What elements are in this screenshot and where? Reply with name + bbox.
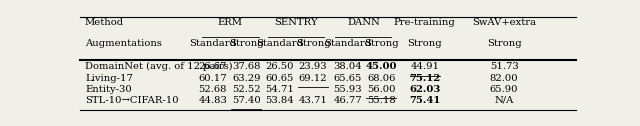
Text: 60.65: 60.65 [266, 74, 294, 83]
Text: 55.93: 55.93 [333, 85, 362, 94]
Text: 26.67: 26.67 [199, 62, 227, 71]
Text: 44.91: 44.91 [410, 62, 439, 71]
Text: Pre-training: Pre-training [394, 18, 456, 27]
Text: Standard: Standard [257, 39, 303, 48]
Text: 63.29: 63.29 [232, 74, 260, 83]
Text: 54.71: 54.71 [266, 85, 294, 94]
Text: 26.50: 26.50 [266, 62, 294, 71]
Text: ERM: ERM [218, 18, 243, 27]
Text: Standard: Standard [189, 39, 236, 48]
Text: 68.06: 68.06 [367, 74, 396, 83]
Text: 43.71: 43.71 [299, 96, 328, 105]
Text: 23.93: 23.93 [299, 62, 328, 71]
Text: 53.84: 53.84 [266, 96, 294, 105]
Text: 46.77: 46.77 [333, 96, 362, 105]
Text: 44.83: 44.83 [198, 96, 227, 105]
Text: Strong: Strong [296, 39, 330, 48]
Text: STL-10→CIFAR-10: STL-10→CIFAR-10 [85, 96, 179, 105]
Text: 60.17: 60.17 [198, 74, 227, 83]
Text: 45.00: 45.00 [365, 62, 397, 71]
Text: DomainNet (avg. of 12 pairs): DomainNet (avg. of 12 pairs) [85, 62, 232, 71]
Text: 75.12: 75.12 [409, 74, 440, 83]
Text: 55.18: 55.18 [367, 96, 396, 105]
Text: SwAV+extra: SwAV+extra [472, 18, 536, 27]
Text: Standard: Standard [324, 39, 371, 48]
Text: Entity-30: Entity-30 [85, 85, 132, 94]
Text: Method: Method [85, 18, 124, 27]
Text: 52.52: 52.52 [232, 85, 260, 94]
Text: 75.41: 75.41 [409, 96, 440, 105]
Text: 62.03: 62.03 [409, 85, 440, 94]
Text: DANN: DANN [347, 18, 380, 27]
Text: N/A: N/A [494, 96, 514, 105]
Text: Augmentations: Augmentations [85, 39, 162, 48]
Text: Strong: Strong [487, 39, 522, 48]
Text: 52.68: 52.68 [198, 85, 227, 94]
Text: Strong: Strong [229, 39, 264, 48]
Text: 65.65: 65.65 [333, 74, 362, 83]
Text: Strong: Strong [364, 39, 398, 48]
Text: 69.12: 69.12 [299, 74, 328, 83]
Text: 82.00: 82.00 [490, 74, 518, 83]
Text: Living-17: Living-17 [85, 74, 133, 83]
Text: 37.68: 37.68 [232, 62, 260, 71]
Text: 65.90: 65.90 [490, 85, 518, 94]
Text: Strong: Strong [408, 39, 442, 48]
Text: 51.73: 51.73 [490, 62, 518, 71]
Text: SENTRY: SENTRY [275, 18, 318, 27]
Text: 56.00: 56.00 [367, 85, 396, 94]
Text: 57.40: 57.40 [232, 96, 260, 105]
Text: 38.04: 38.04 [333, 62, 362, 71]
